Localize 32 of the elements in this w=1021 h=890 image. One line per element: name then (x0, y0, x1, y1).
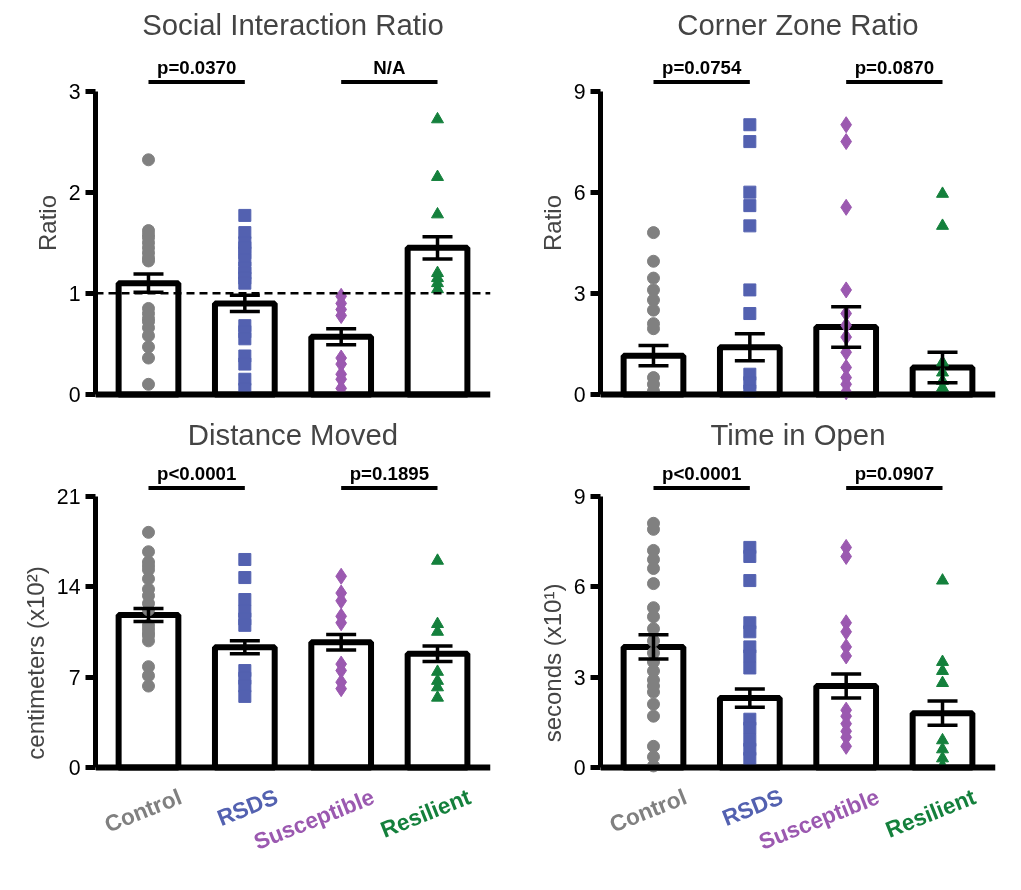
text: p=0.1895 (349, 463, 430, 485)
text: p=0.0370 (156, 56, 237, 78)
y-tick-label: 0 (68, 755, 81, 780)
chart-title: Time in Open (710, 417, 886, 451)
y-tick-label: 3 (573, 665, 586, 690)
chart-title: Social Interaction Ratio (142, 7, 444, 41)
y-tick-label: 0 (573, 755, 586, 780)
y-tick-label: 9 (573, 484, 586, 509)
chart-title: Corner Zone Ratio (677, 7, 919, 41)
y-axis-title: Ratio (538, 194, 566, 252)
y-tick-label: 3 (573, 281, 586, 306)
y-axis-title: centimeters (x10²) (21, 566, 49, 760)
y-tick-label: 0 (573, 382, 586, 407)
text: p<0.0001 (661, 463, 742, 485)
text: p=0.0870 (854, 56, 935, 78)
text: p<0.0001 (156, 463, 237, 485)
y-tick-label: 6 (573, 575, 586, 600)
y-tick-label: 1 (68, 281, 81, 306)
y-tick-label: 2 (68, 180, 81, 205)
text: p=0.0907 (854, 463, 935, 485)
y-tick-label: 3 (68, 79, 81, 104)
y-tick-label: 14 (56, 575, 81, 600)
text: p=0.0754 (661, 56, 742, 78)
y-axis-title: seconds (x10¹) (538, 583, 566, 743)
y-tick-label: 9 (573, 79, 586, 104)
chart-title: Distance Moved (187, 417, 399, 451)
y-tick-label: 0 (68, 382, 81, 407)
y-tick-label: 21 (56, 484, 81, 509)
text: N/A (373, 56, 406, 78)
y-axis-title: Ratio (33, 194, 61, 252)
y-tick-label: 7 (68, 665, 81, 690)
y-tick-label: 6 (573, 180, 586, 205)
